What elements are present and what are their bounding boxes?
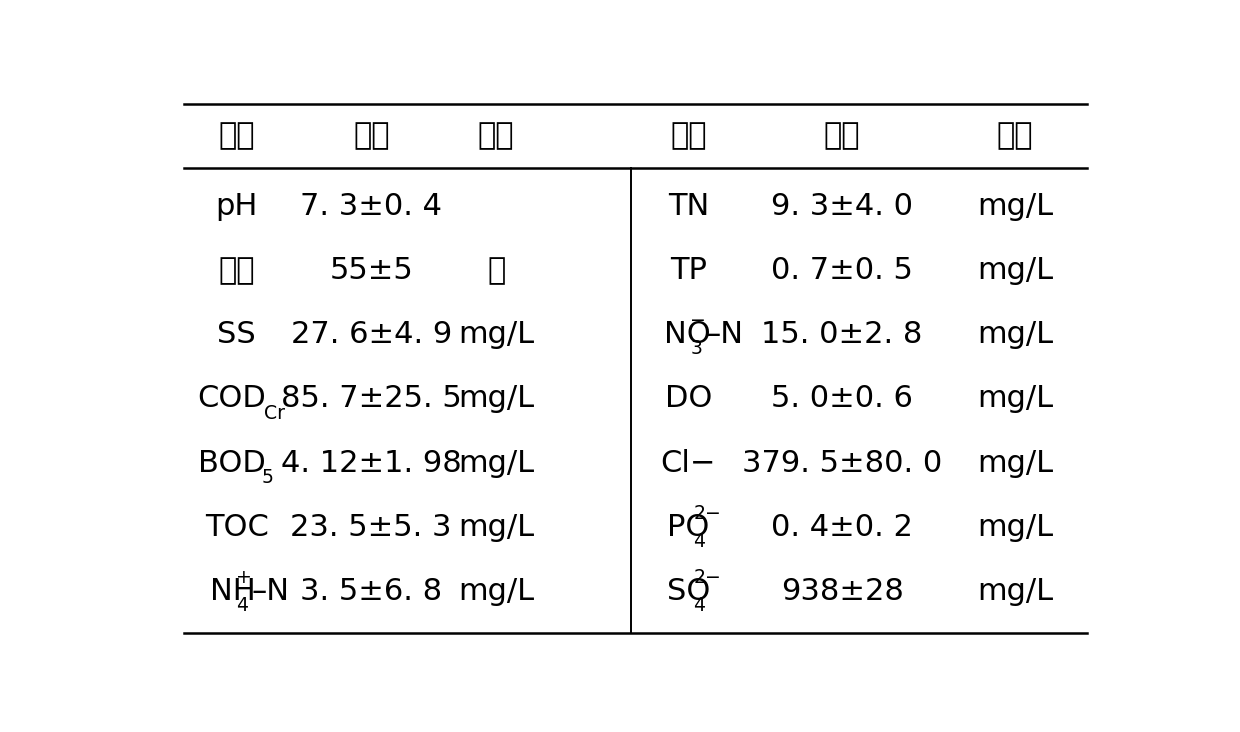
Text: –N: –N [706,320,744,349]
Text: 27. 6±4. 9: 27. 6±4. 9 [290,320,451,349]
Text: TN: TN [667,192,709,221]
Text: SS: SS [217,320,255,349]
Text: 2−: 2− [693,504,720,523]
Text: 2−: 2− [693,568,720,587]
Text: NO: NO [665,320,711,349]
Text: DO: DO [665,384,712,414]
Text: mg/L: mg/L [458,578,534,606]
Text: 含量: 含量 [353,122,389,150]
Text: mg/L: mg/L [458,384,534,414]
Text: 938±28: 938±28 [781,578,904,606]
Text: Cr: Cr [264,403,285,422]
Text: 4: 4 [693,597,706,616]
Text: 指标: 指标 [218,122,255,150]
Text: mg/L: mg/L [977,578,1053,606]
Text: 4. 12±1. 98: 4. 12±1. 98 [280,449,461,478]
Text: 4: 4 [693,532,706,551]
Text: mg/L: mg/L [458,449,534,478]
Text: pH: pH [216,192,258,221]
Text: mg/L: mg/L [458,320,534,349]
Text: 0. 4±0. 2: 0. 4±0. 2 [771,513,913,542]
Text: −: − [691,311,706,330]
Text: 度: 度 [487,256,505,285]
Text: 3. 5±6. 8: 3. 5±6. 8 [300,578,443,606]
Text: 指标: 指标 [670,122,707,150]
Text: 单位: 单位 [997,122,1033,150]
Text: 379. 5±80. 0: 379. 5±80. 0 [742,449,942,478]
Text: 23. 5±5. 3: 23. 5±5. 3 [290,513,451,542]
Text: 0. 7±0. 5: 0. 7±0. 5 [771,256,913,285]
Text: 5. 0±0. 6: 5. 0±0. 6 [771,384,913,414]
Text: COD: COD [197,384,267,414]
Text: mg/L: mg/L [977,384,1053,414]
Text: 9. 3±4. 0: 9. 3±4. 0 [771,192,913,221]
Text: mg/L: mg/L [977,449,1053,478]
Text: 7. 3±0. 4: 7. 3±0. 4 [300,192,443,221]
Text: 85. 7±25. 5: 85. 7±25. 5 [280,384,461,414]
Text: 15. 0±2. 8: 15. 0±2. 8 [761,320,923,349]
Text: mg/L: mg/L [977,320,1053,349]
Text: BOD: BOD [198,449,265,478]
Text: SO: SO [667,578,711,606]
Text: mg/L: mg/L [977,192,1053,221]
Text: Cl−: Cl− [661,449,715,478]
Text: mg/L: mg/L [458,513,534,542]
Text: 5: 5 [262,468,274,487]
Text: –N: –N [250,578,289,606]
Text: mg/L: mg/L [977,256,1053,285]
Text: NH: NH [210,578,255,606]
Text: PO: PO [667,513,709,542]
Text: 单位: 单位 [477,122,515,150]
Text: 55±5: 55±5 [330,256,413,285]
Text: +: + [236,568,252,587]
Text: 4: 4 [236,597,248,616]
Text: TP: TP [670,256,707,285]
Text: TOC: TOC [205,513,269,542]
Text: mg/L: mg/L [977,513,1053,542]
Text: 色度: 色度 [218,256,255,285]
Text: 含量: 含量 [823,122,861,150]
Text: 3: 3 [691,340,702,358]
